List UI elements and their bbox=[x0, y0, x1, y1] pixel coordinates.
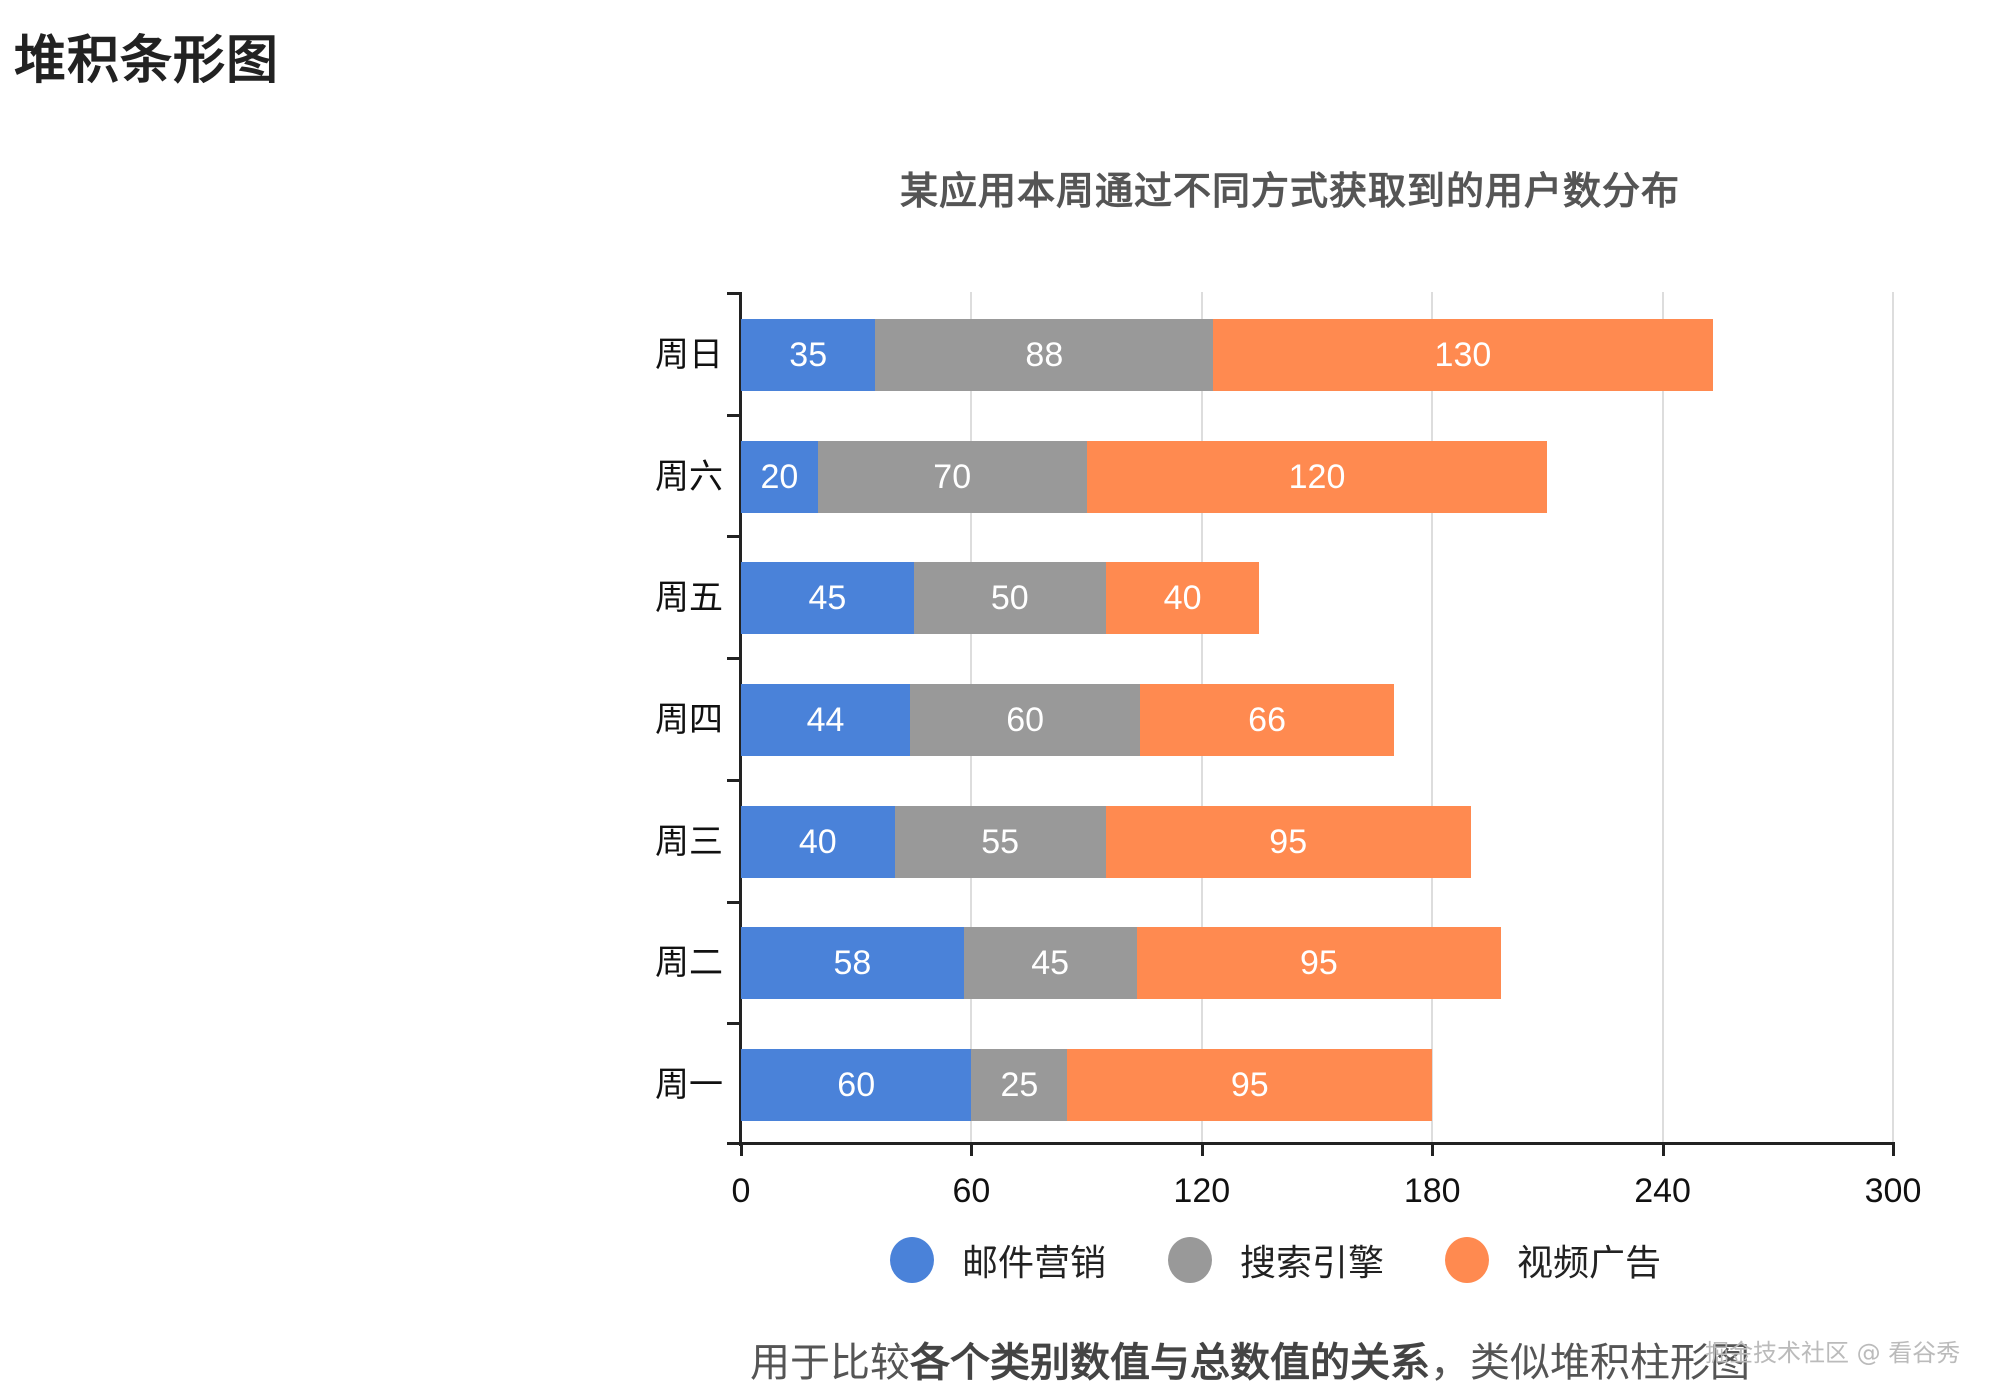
y-category-label: 周一 bbox=[655, 1065, 723, 1106]
bar-segment[interactable]: 58 bbox=[741, 927, 964, 1000]
bar-segment[interactable]: 66 bbox=[1140, 684, 1394, 756]
bar-segment[interactable]: 60 bbox=[741, 1049, 972, 1122]
x-tick bbox=[1431, 1142, 1435, 1156]
y-tick bbox=[727, 778, 741, 782]
legend-item[interactable]: 视频广告 bbox=[1445, 1230, 1661, 1290]
x-tick bbox=[1200, 1142, 1204, 1156]
bar-segment[interactable]: 130 bbox=[1213, 318, 1713, 391]
bar-row: 周五 45 50 40 bbox=[655, 562, 1893, 635]
bar-row: 周一 60 25 95 bbox=[655, 1049, 1893, 1122]
x-tick bbox=[1661, 1142, 1665, 1156]
x-tick-label: 0 bbox=[731, 1172, 751, 1210]
gridline bbox=[1431, 292, 1434, 1144]
bar-segment[interactable]: 50 bbox=[913, 562, 1106, 635]
y-category-label: 周三 bbox=[655, 821, 723, 862]
y-category-label: 周二 bbox=[655, 943, 723, 984]
plot-area: 0 60 120 180 240 300 周日 35 88 130 周六 20 70 120 周五 45 50 4… bbox=[655, 292, 1921, 1210]
gridline bbox=[1892, 292, 1894, 1144]
legend-item[interactable]: 邮件营销 bbox=[890, 1230, 1106, 1290]
page-title: 堆积条形图 bbox=[14, 31, 280, 91]
bar-row: 周三 40 55 95 bbox=[655, 805, 1893, 878]
chart-title: 某应用本周通过不同方式获取到的用户数分布 bbox=[899, 169, 1680, 213]
y-axis bbox=[739, 292, 742, 1146]
bar-segment[interactable]: 55 bbox=[894, 805, 1106, 878]
x-tick bbox=[970, 1142, 974, 1156]
bar-segment[interactable]: 45 bbox=[963, 927, 1137, 1000]
x-tick-label: 120 bbox=[1173, 1172, 1231, 1210]
bar-segment[interactable]: 45 bbox=[741, 562, 914, 635]
y-category-label: 周五 bbox=[655, 578, 723, 619]
bar-segment[interactable]: 95 bbox=[1105, 805, 1471, 878]
watermark: 掘金技术社区 @ 看谷秀 bbox=[1705, 1339, 1961, 1367]
legend-circle-icon bbox=[1168, 1237, 1212, 1283]
bar-segment[interactable]: 60 bbox=[909, 684, 1141, 756]
y-category-label: 周六 bbox=[655, 456, 723, 497]
bar-row: 周六 20 70 120 bbox=[655, 440, 1893, 513]
legend-item[interactable]: 搜索引擎 bbox=[1168, 1230, 1384, 1290]
y-tick bbox=[727, 900, 741, 904]
bar-row: 周日 35 88 130 bbox=[655, 318, 1893, 391]
bar-segment[interactable]: 20 bbox=[741, 440, 818, 513]
bar-segment[interactable]: 40 bbox=[741, 805, 895, 878]
bar-segment[interactable]: 95 bbox=[1136, 927, 1502, 1000]
y-tick bbox=[727, 292, 741, 295]
x-axis bbox=[727, 1142, 1895, 1145]
x-tick bbox=[1892, 1142, 1895, 1156]
gridline bbox=[1661, 292, 1664, 1144]
y-tick bbox=[727, 535, 741, 539]
bar-segment[interactable]: 70 bbox=[817, 440, 1087, 513]
bar-segment[interactable]: 35 bbox=[741, 318, 876, 391]
y-tick bbox=[727, 1022, 741, 1026]
bar-segment[interactable]: 95 bbox=[1067, 1049, 1433, 1122]
bar-segment[interactable]: 25 bbox=[971, 1049, 1068, 1122]
bar-row: 周四 44 60 66 bbox=[655, 684, 1893, 756]
x-tick-label: 60 bbox=[952, 1172, 991, 1210]
x-tick-label: 180 bbox=[1403, 1172, 1461, 1210]
legend-label: 邮件营销 bbox=[962, 1243, 1107, 1284]
x-tick-label: 240 bbox=[1634, 1172, 1691, 1210]
bar-segment[interactable]: 40 bbox=[1105, 562, 1260, 635]
bar-segment[interactable]: 120 bbox=[1086, 440, 1548, 513]
y-category-label: 周四 bbox=[655, 700, 723, 740]
y-tick bbox=[727, 413, 741, 417]
caption: 用于比较各个类别数值与总数值的关系，类似堆积柱形图 bbox=[750, 1340, 1750, 1386]
y-tick bbox=[727, 657, 741, 661]
legend-circle-icon bbox=[890, 1237, 934, 1283]
y-category-label: 周日 bbox=[655, 334, 723, 375]
x-tick-label: 300 bbox=[1864, 1172, 1922, 1210]
bar-segment[interactable]: 88 bbox=[875, 318, 1214, 391]
legend: 邮件营销 搜索引擎 视频广告 bbox=[0, 1230, 2000, 1290]
bar-row: 周二 58 45 95 bbox=[655, 927, 1893, 1000]
x-tick bbox=[740, 1142, 743, 1156]
legend-circle-icon bbox=[1445, 1237, 1489, 1283]
bar-segment[interactable]: 44 bbox=[741, 684, 910, 756]
legend-label: 视频广告 bbox=[1517, 1243, 1662, 1284]
legend-label: 搜索引擎 bbox=[1240, 1243, 1385, 1284]
